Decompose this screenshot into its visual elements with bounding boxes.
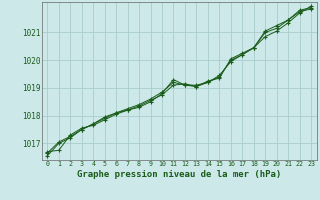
X-axis label: Graphe pression niveau de la mer (hPa): Graphe pression niveau de la mer (hPa) <box>77 170 281 179</box>
